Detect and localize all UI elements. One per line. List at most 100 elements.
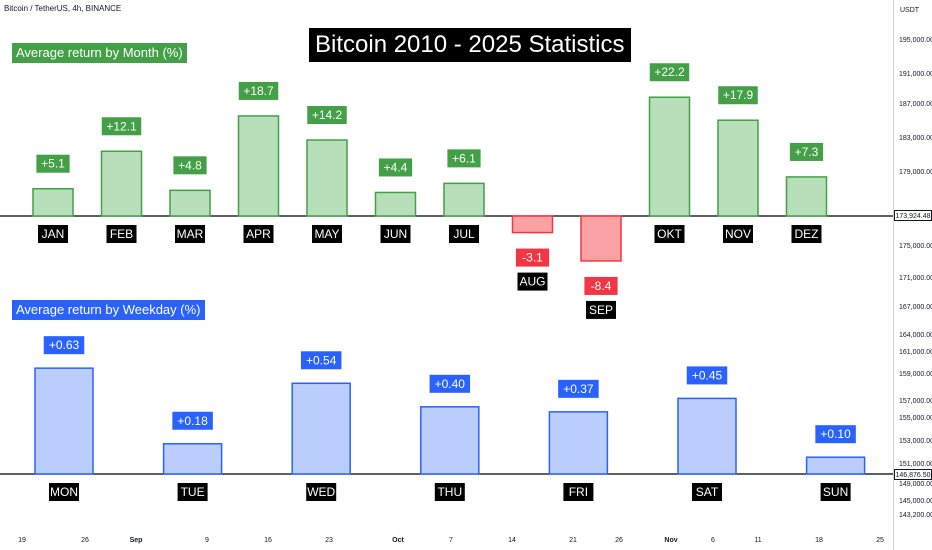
weekday-category-label: SUN	[823, 485, 848, 499]
price-tick: 171,000.00	[899, 275, 932, 282]
weekday-category-label: MON	[50, 485, 78, 499]
weekday-value-label: +0.37	[563, 382, 594, 396]
price-axis[interactable]	[893, 0, 932, 550]
weekday-value-label-bg	[429, 374, 471, 393]
weekday-value-label: +0.54	[306, 353, 337, 367]
month-category-label-bg	[723, 225, 753, 243]
weekday-value-label-bg	[558, 379, 599, 398]
time-tick: 11	[754, 537, 762, 544]
price-tick: 157,000.00	[899, 398, 932, 405]
month-category-label-bg	[791, 225, 822, 243]
price-tick: 145,000.00	[899, 498, 932, 505]
time-tick: 7	[449, 537, 453, 544]
month-value-label-bg	[238, 81, 279, 100]
month-category-label-bg	[449, 225, 479, 243]
month-category-label: JUN	[384, 227, 407, 241]
weekday-category-label: TUE	[181, 485, 205, 499]
weekday-category-label-bg	[692, 483, 722, 501]
time-tick: 26	[81, 537, 89, 544]
month-value-label: +5.1	[41, 157, 65, 171]
weekday-value-label-bg	[300, 351, 342, 370]
weekday-category-label: SAT	[696, 485, 719, 499]
month-category-label: NOV	[725, 227, 751, 241]
month-category-label: AUG	[519, 275, 545, 289]
month-value-label-bg	[649, 63, 690, 82]
month-category-label: MAY	[314, 227, 339, 241]
weekday-bar	[291, 382, 351, 475]
time-tick: 25	[876, 537, 884, 544]
time-tick: Oct	[392, 537, 404, 544]
price-tick: 153,000.00	[899, 438, 932, 445]
month-bar	[785, 176, 828, 217]
time-tick: 16	[264, 537, 272, 544]
weekday-category-label: THU	[437, 485, 462, 499]
currency-label: USDT	[900, 7, 920, 14]
weekday-bar	[677, 397, 737, 475]
month-value-label-bg	[447, 149, 481, 168]
current-price-top: 173,924.48	[894, 210, 932, 221]
current-price-bottom: 146,876.50	[894, 469, 932, 480]
month-value-label-bg	[789, 142, 824, 161]
month-bar	[169, 189, 211, 217]
month-category-label: JUL	[453, 227, 475, 241]
month-panel-title: Average return by Month (%)	[12, 43, 187, 63]
month-category-label: APR	[246, 227, 271, 241]
time-tick: 18	[815, 537, 823, 544]
weekday-category-label-bg	[306, 483, 337, 501]
weekday-bar	[420, 406, 480, 475]
weekday-category-label: WED	[307, 485, 335, 499]
month-category-label-bg	[175, 225, 205, 243]
price-tick: 195,000.00	[899, 37, 932, 44]
month-value-label: +14.2	[312, 108, 343, 122]
weekday-value-label: +0.10	[820, 427, 851, 441]
chart-svg: +5.1 JAN +12.1 FEB +4.8 MAR +18.7 APR +14.2 MAY +4…	[0, 63, 893, 501]
weekday-bar	[162, 443, 223, 475]
month-category-label: JAN	[42, 227, 65, 241]
time-tick: Nov	[664, 537, 678, 544]
price-tick: 151,000.00	[899, 461, 932, 468]
price-tick: 149,000.00	[899, 481, 932, 488]
month-value-label: +7.3	[795, 145, 819, 159]
month-category-label: SEP	[589, 303, 613, 317]
weekday-value-label-bg	[172, 411, 213, 430]
time-tick: 14	[508, 537, 516, 544]
price-tick: 167,000.00	[899, 304, 932, 311]
month-category-label: FEB	[110, 227, 133, 241]
month-bar	[648, 96, 691, 217]
price-tick: 179,000.00	[899, 169, 932, 176]
time-tick: 6	[711, 537, 715, 544]
time-tick: 26	[615, 537, 623, 544]
month-bar	[100, 150, 143, 217]
weekday-value-label: +0.45	[692, 368, 723, 382]
price-tick: 187,000.00	[899, 101, 932, 108]
month-value-label: +17.9	[723, 88, 754, 102]
month-category-label: DEZ	[795, 227, 819, 241]
month-bar	[374, 191, 417, 217]
chart-title: Bitcoin 2010 - 2025 Statistics	[309, 28, 631, 62]
month-category-label-bg	[312, 225, 342, 243]
price-tick: 183,000.00	[899, 135, 932, 142]
price-tick: 161,000.00	[899, 349, 932, 356]
month-value-label: +18.7	[243, 84, 274, 98]
weekday-bar	[805, 456, 866, 475]
price-tick: 143,200.00	[899, 512, 932, 519]
weekday-category-label-bg	[434, 483, 465, 501]
time-tick: 9	[205, 537, 209, 544]
month-value-label-bg	[101, 117, 142, 136]
month-bar	[717, 119, 759, 217]
month-category-label-bg	[380, 225, 411, 243]
month-category-label-bg	[38, 225, 68, 243]
time-tick: 23	[325, 537, 333, 544]
weekday-value-label: +0.40	[435, 377, 466, 391]
month-value-label-bg	[515, 248, 550, 267]
month-value-label: +12.1	[106, 119, 137, 133]
month-bar	[511, 215, 554, 234]
month-category-label: OKT	[657, 227, 682, 241]
month-bar	[443, 182, 485, 217]
time-tick: Sep	[129, 537, 143, 544]
month-category-label-bg	[654, 225, 685, 243]
month-value-label: +22.2	[654, 65, 685, 79]
month-value-label: +6.1	[452, 151, 476, 165]
month-bar	[32, 187, 74, 217]
